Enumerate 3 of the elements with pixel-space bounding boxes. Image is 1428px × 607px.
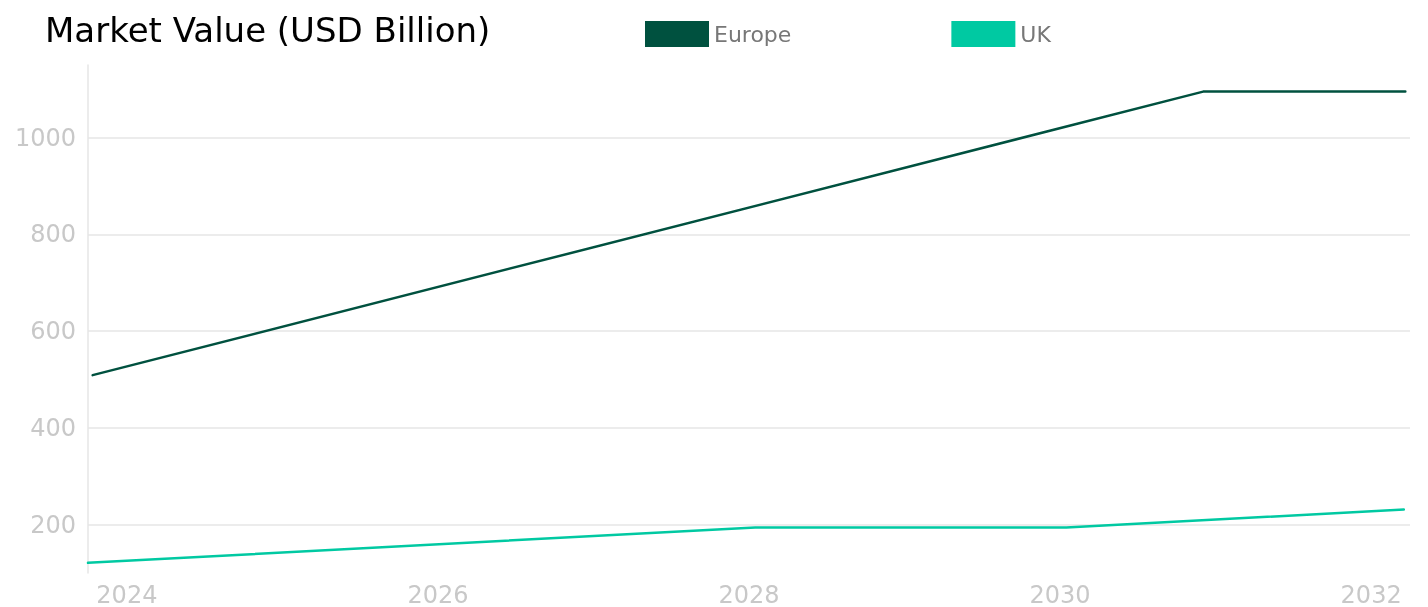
legend-label: UK: [1020, 21, 1052, 47]
legend-label: Europe: [714, 21, 792, 47]
chart-title: Market Value (USD Billion): [45, 10, 491, 50]
